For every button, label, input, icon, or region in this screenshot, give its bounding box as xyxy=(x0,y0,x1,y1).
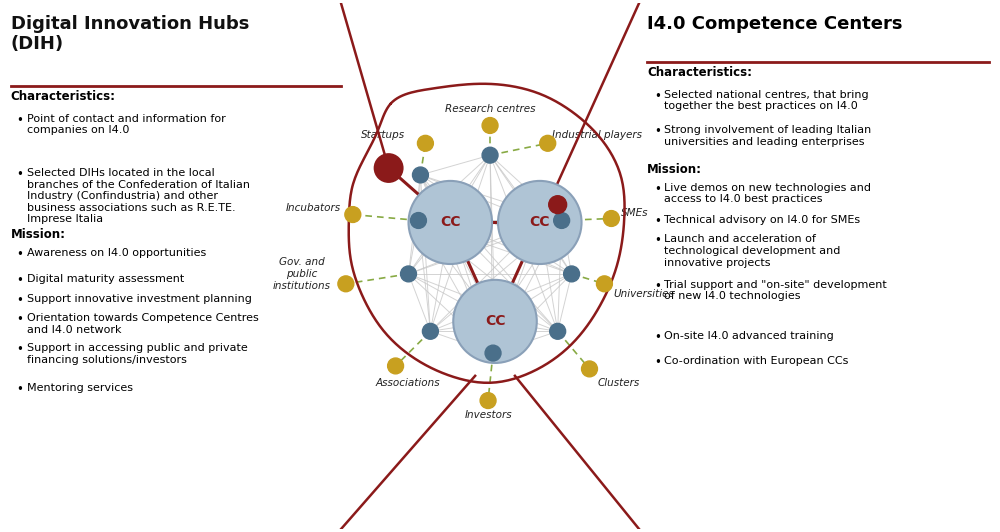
Text: Industrial players: Industrial players xyxy=(552,130,642,140)
Text: Orientation towards Competence Centres
and I4.0 network: Orientation towards Competence Centres a… xyxy=(27,313,258,335)
Text: CC: CC xyxy=(530,215,550,229)
Text: SMEs: SMEs xyxy=(621,207,649,218)
Text: Trial support and "on-site" development
of new I4.0 technologies: Trial support and "on-site" development … xyxy=(664,280,887,302)
Text: Launch and acceleration of
technological development and
innovative projects: Launch and acceleration of technological… xyxy=(664,234,840,268)
Text: Associations: Associations xyxy=(376,378,440,388)
Text: Support in accessing public and private
financing solutions/investors: Support in accessing public and private … xyxy=(27,343,247,365)
Text: Characteristics:: Characteristics: xyxy=(11,90,116,103)
Circle shape xyxy=(498,181,582,264)
Circle shape xyxy=(549,196,567,213)
Text: Mission:: Mission: xyxy=(647,163,702,176)
Text: Co-ordination with European CCs: Co-ordination with European CCs xyxy=(664,356,848,366)
Text: •: • xyxy=(654,280,661,293)
Text: •: • xyxy=(654,356,661,369)
Circle shape xyxy=(401,266,416,282)
Text: Strong involvement of leading Italian
universities and leading enterprises: Strong involvement of leading Italian un… xyxy=(664,126,871,147)
Text: Technical advisory on I4.0 for SMEs: Technical advisory on I4.0 for SMEs xyxy=(664,214,860,225)
Text: Startups: Startups xyxy=(361,130,406,140)
Circle shape xyxy=(345,206,361,222)
Circle shape xyxy=(388,358,404,374)
Text: •: • xyxy=(17,294,24,307)
Circle shape xyxy=(482,118,498,134)
Text: Gov. and
public
institutions: Gov. and public institutions xyxy=(273,257,331,290)
Circle shape xyxy=(453,280,537,363)
Text: CC: CC xyxy=(485,314,505,328)
Text: Awareness on I4.0 opportunities: Awareness on I4.0 opportunities xyxy=(27,248,206,258)
Text: Mission:: Mission: xyxy=(11,228,66,242)
Text: Selected national centres, that bring
together the best practices on I4.0: Selected national centres, that bring to… xyxy=(664,90,869,112)
Circle shape xyxy=(603,211,619,227)
Text: Mentoring services: Mentoring services xyxy=(27,383,133,393)
Text: CC: CC xyxy=(440,215,461,229)
Text: •: • xyxy=(17,168,24,181)
Text: Live demos on new technologies and
access to I4.0 best practices: Live demos on new technologies and acces… xyxy=(664,183,871,204)
Text: Clusters: Clusters xyxy=(597,378,640,388)
Text: •: • xyxy=(17,383,24,396)
Circle shape xyxy=(417,135,433,151)
Text: •: • xyxy=(654,234,661,247)
Circle shape xyxy=(411,213,426,228)
Text: Characteristics:: Characteristics: xyxy=(647,66,752,79)
Text: Point of contact and information for
companies on I4.0: Point of contact and information for com… xyxy=(27,114,225,135)
Text: Research centres: Research centres xyxy=(445,104,535,114)
Text: Support innovative investment planning: Support innovative investment planning xyxy=(27,294,252,304)
Text: Incubators: Incubators xyxy=(286,203,341,213)
Text: •: • xyxy=(17,313,24,327)
Text: I4.0 Competence Centers: I4.0 Competence Centers xyxy=(647,15,903,32)
Text: Universities: Universities xyxy=(613,289,674,298)
Text: •: • xyxy=(654,183,661,196)
Circle shape xyxy=(412,167,428,183)
Text: •: • xyxy=(654,214,661,228)
Circle shape xyxy=(554,213,570,228)
Circle shape xyxy=(480,393,496,409)
Circle shape xyxy=(485,345,501,361)
Circle shape xyxy=(564,266,580,282)
Circle shape xyxy=(409,181,492,264)
Text: Digital Innovation Hubs
(DIH): Digital Innovation Hubs (DIH) xyxy=(11,15,249,53)
Text: Investors: Investors xyxy=(464,410,512,420)
Text: •: • xyxy=(17,274,24,287)
Text: On-site I4.0 advanced training: On-site I4.0 advanced training xyxy=(664,331,834,342)
Text: •: • xyxy=(654,331,661,344)
Text: •: • xyxy=(654,90,661,103)
Circle shape xyxy=(375,154,403,182)
Circle shape xyxy=(582,361,597,377)
Text: Digital maturity assessment: Digital maturity assessment xyxy=(27,274,184,284)
Circle shape xyxy=(550,323,566,339)
Circle shape xyxy=(482,147,498,163)
Text: •: • xyxy=(17,114,24,127)
Text: •: • xyxy=(654,126,661,138)
Circle shape xyxy=(596,276,612,292)
Text: •: • xyxy=(17,248,24,261)
Circle shape xyxy=(540,135,556,151)
Circle shape xyxy=(338,276,354,292)
Text: Selected DIHs located in the local
branches of the Confederation of Italian
Indu: Selected DIHs located in the local branc… xyxy=(27,168,250,225)
Text: •: • xyxy=(17,343,24,356)
Circle shape xyxy=(422,323,438,339)
